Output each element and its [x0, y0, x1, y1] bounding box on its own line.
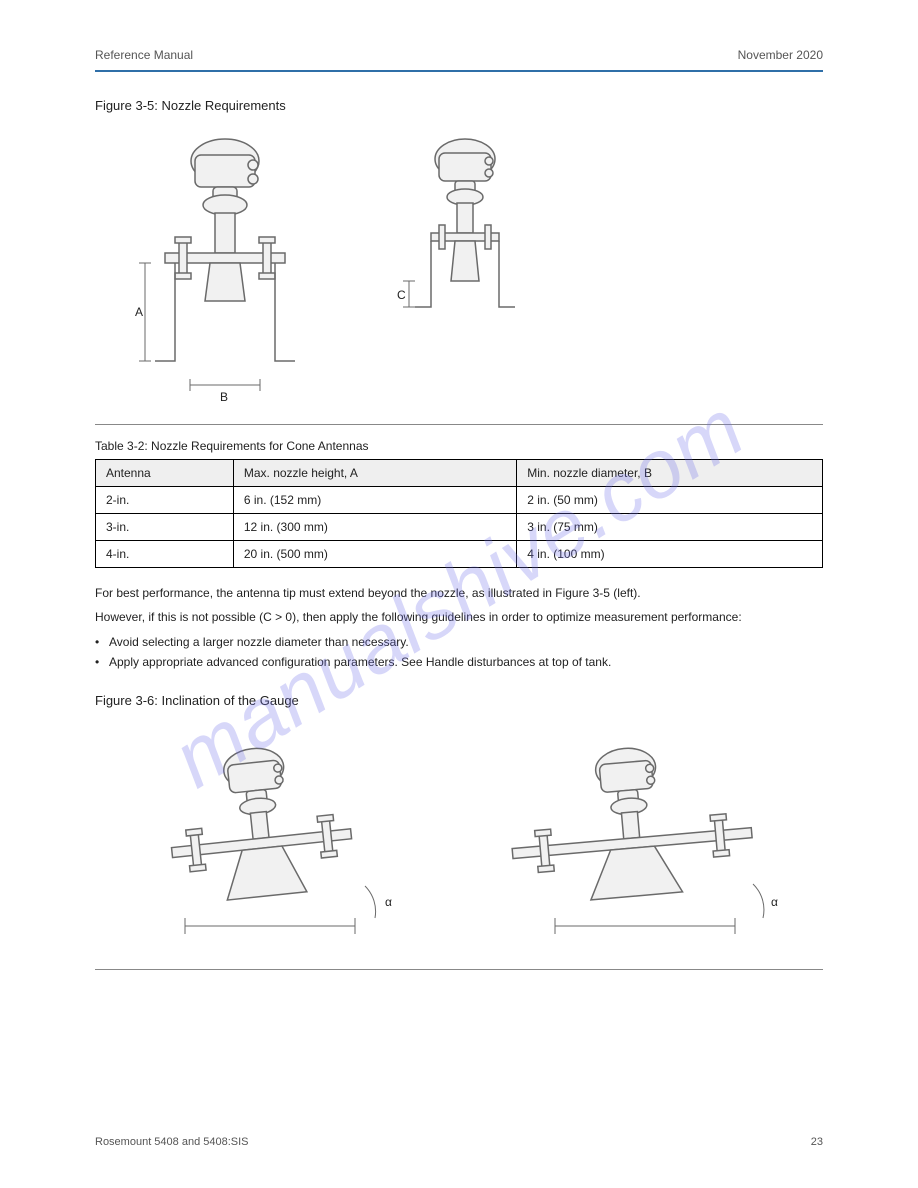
td: 4 in. (100 mm) — [517, 541, 823, 568]
page-content: Reference Manual November 2020 Figure 3-… — [95, 48, 823, 984]
paragraph-1: For best performance, the antenna tip mu… — [95, 584, 823, 602]
dim-c-label: C — [397, 288, 406, 302]
footer-left: Rosemount 5408 and 5408:SIS — [95, 1136, 249, 1148]
alpha-label: α — [771, 895, 778, 909]
page-header: Reference Manual November 2020 — [95, 48, 823, 70]
paragraph-2: However, if this is not possible (C > 0)… — [95, 608, 823, 626]
figure-1-box: A B — [95, 125, 823, 425]
figure-2-right-drawing: α — [465, 726, 805, 956]
footer-right: 23 — [811, 1136, 823, 1148]
header-left: Reference Manual — [95, 48, 193, 62]
bullet-item: Avoid selecting a larger nozzle diameter… — [95, 632, 823, 652]
td: 3 in. (75 mm) — [517, 514, 823, 541]
figure-1-right-drawing: C — [375, 131, 545, 361]
td: 20 in. (500 mm) — [233, 541, 516, 568]
td: 2-in. — [96, 487, 234, 514]
figure-2-label: Figure 3-6: Inclination of the Gauge — [95, 693, 823, 708]
td: 2 in. (50 mm) — [517, 487, 823, 514]
table-row: 3-in. 12 in. (300 mm) 3 in. (75 mm) — [96, 514, 823, 541]
td: 4-in. — [96, 541, 234, 568]
bullet-item: Apply appropriate advanced configuration… — [95, 652, 823, 672]
td: 12 in. (300 mm) — [233, 514, 516, 541]
dim-a-label: A — [135, 305, 143, 319]
alpha-label: α — [385, 895, 392, 909]
th-min-diameter: Min. nozzle diameter, B — [517, 460, 823, 487]
table-row: 4-in. 20 in. (500 mm) 4 in. (100 mm) — [96, 541, 823, 568]
nozzle-table: Antenna Max. nozzle height, A Min. nozzl… — [95, 459, 823, 568]
table-row: 2-in. 6 in. (152 mm) 2 in. (50 mm) — [96, 487, 823, 514]
td: 3-in. — [96, 514, 234, 541]
figure-2-left-drawing: α — [105, 726, 425, 956]
page-footer: Rosemount 5408 and 5408:SIS 23 — [95, 1136, 823, 1148]
th-max-height: Max. nozzle height, A — [233, 460, 516, 487]
th-antenna: Antenna — [96, 460, 234, 487]
figure-2-box: α — [95, 720, 823, 970]
dim-b-label: B — [220, 390, 228, 404]
figure-1-label: Figure 3-5: Nozzle Requirements — [95, 98, 823, 113]
bullet-list: Avoid selecting a larger nozzle diameter… — [95, 632, 823, 673]
header-rule — [95, 70, 823, 72]
figure-1-left-drawing: A B — [115, 131, 315, 411]
table-1-caption: Table 3-2: Nozzle Requirements for Cone … — [95, 439, 823, 453]
header-right: November 2020 — [738, 48, 823, 62]
td: 6 in. (152 mm) — [233, 487, 516, 514]
